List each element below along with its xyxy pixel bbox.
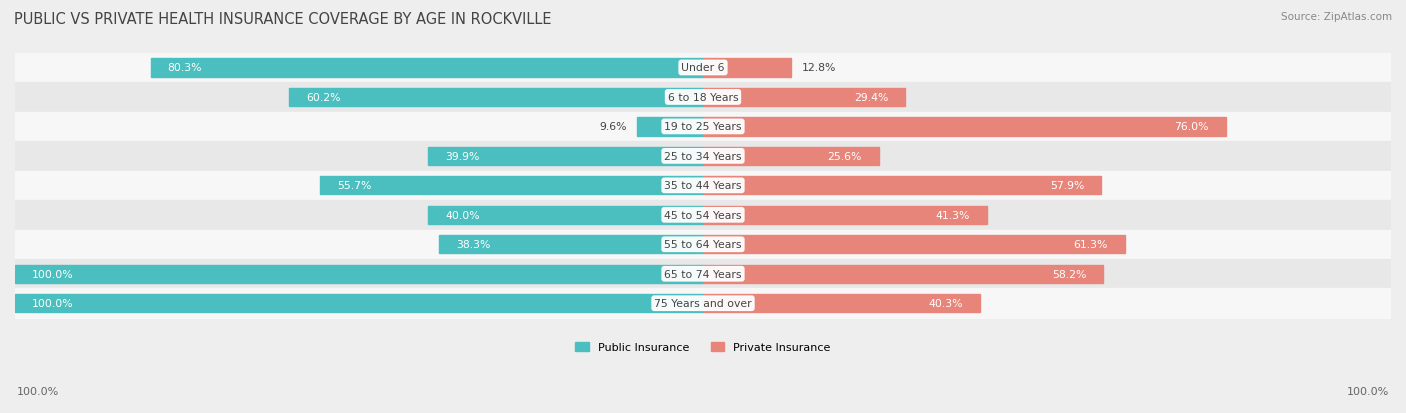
Bar <box>703 59 792 77</box>
Text: 55 to 64 Years: 55 to 64 Years <box>664 240 742 250</box>
Text: 38.3%: 38.3% <box>457 240 491 250</box>
Text: 25 to 34 Years: 25 to 34 Years <box>664 152 742 161</box>
Bar <box>15 265 703 283</box>
Text: 45 to 54 Years: 45 to 54 Years <box>664 210 742 220</box>
Text: 76.0%: 76.0% <box>1174 122 1209 132</box>
Text: 55.7%: 55.7% <box>337 181 371 191</box>
Text: 35 to 44 Years: 35 to 44 Years <box>664 181 742 191</box>
Text: 41.3%: 41.3% <box>935 210 970 220</box>
Text: Source: ZipAtlas.com: Source: ZipAtlas.com <box>1281 12 1392 22</box>
Bar <box>15 201 1391 230</box>
Bar <box>703 294 980 313</box>
Bar <box>703 118 1226 136</box>
Bar <box>15 171 1391 201</box>
Text: 60.2%: 60.2% <box>307 93 340 103</box>
Bar <box>637 118 703 136</box>
Text: 39.9%: 39.9% <box>446 152 479 161</box>
Bar <box>15 112 1391 142</box>
Bar <box>15 259 1391 289</box>
Text: 75 Years and over: 75 Years and over <box>654 299 752 309</box>
Bar <box>319 177 703 195</box>
Text: 100.0%: 100.0% <box>17 387 59 396</box>
Text: 19 to 25 Years: 19 to 25 Years <box>664 122 742 132</box>
Text: 6 to 18 Years: 6 to 18 Years <box>668 93 738 103</box>
Text: 57.9%: 57.9% <box>1050 181 1084 191</box>
Text: 40.3%: 40.3% <box>928 299 963 309</box>
Text: 80.3%: 80.3% <box>167 63 202 73</box>
Bar <box>703 88 905 107</box>
Text: 100.0%: 100.0% <box>32 269 75 279</box>
Bar <box>703 206 987 224</box>
Bar <box>427 206 703 224</box>
Bar <box>703 147 879 166</box>
Bar <box>150 59 703 77</box>
Bar <box>703 265 1104 283</box>
Legend: Public Insurance, Private Insurance: Public Insurance, Private Insurance <box>571 338 835 357</box>
Bar <box>15 289 1391 318</box>
Text: 40.0%: 40.0% <box>446 210 479 220</box>
Text: 100.0%: 100.0% <box>1347 387 1389 396</box>
Bar <box>15 294 703 313</box>
Bar <box>15 142 1391 171</box>
Text: 100.0%: 100.0% <box>32 299 75 309</box>
Bar <box>703 177 1101 195</box>
Text: 29.4%: 29.4% <box>853 93 889 103</box>
Text: 9.6%: 9.6% <box>599 122 627 132</box>
Text: 12.8%: 12.8% <box>801 63 835 73</box>
Bar <box>703 235 1125 254</box>
Text: 61.3%: 61.3% <box>1073 240 1108 250</box>
Bar <box>15 83 1391 112</box>
Bar <box>15 230 1391 259</box>
Bar <box>429 147 703 166</box>
Text: Under 6: Under 6 <box>682 63 724 73</box>
Bar <box>440 235 703 254</box>
Bar <box>15 54 1391 83</box>
Bar <box>288 88 703 107</box>
Text: 58.2%: 58.2% <box>1052 269 1087 279</box>
Text: PUBLIC VS PRIVATE HEALTH INSURANCE COVERAGE BY AGE IN ROCKVILLE: PUBLIC VS PRIVATE HEALTH INSURANCE COVER… <box>14 12 551 27</box>
Text: 65 to 74 Years: 65 to 74 Years <box>664 269 742 279</box>
Text: 25.6%: 25.6% <box>828 152 862 161</box>
